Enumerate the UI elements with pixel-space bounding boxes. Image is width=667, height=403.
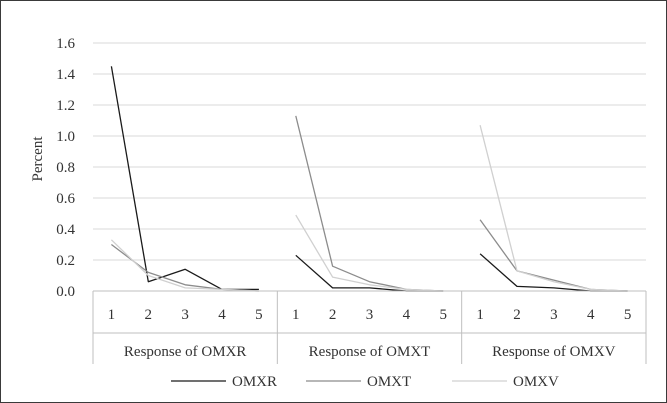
series-line-omxr (479, 253, 628, 292)
x-tick-label: 5 (624, 307, 632, 323)
x-tick-label: 5 (439, 307, 447, 323)
x-tick-label: 5 (255, 307, 263, 323)
x-tick-label: 2 (145, 307, 153, 323)
x-tick-label: 1 (108, 307, 116, 323)
axis-layer: 0.0 0.2 0.4 0.6 0.8 1.0 1.2 1.4 1.6 1 2 3 4 5 Response… (56, 36, 647, 364)
y-tick-label: 1.4 (56, 67, 75, 83)
y-tick-label: 1.0 (56, 129, 75, 145)
x-tick-label: 4 (587, 307, 595, 323)
x-tick-label: 3 (550, 307, 558, 323)
series-layer (110, 66, 628, 292)
y-tick-label: 0.0 (56, 284, 75, 300)
series-line-omxt (111, 243, 259, 292)
y-tick-label: 0.8 (56, 160, 75, 176)
legend-label-omxr: OMXR (232, 374, 277, 390)
grid-layer (93, 42, 646, 261)
x-tick-label: 2 (329, 307, 337, 323)
series-line-omxv (295, 214, 444, 292)
y-tick-label: 0.2 (56, 253, 75, 269)
y-tick-label: 0.6 (56, 191, 75, 207)
series-line-omxt (479, 219, 628, 292)
y-tick-label: 1.2 (56, 98, 75, 114)
y-tick-label: 0.4 (56, 222, 75, 238)
series-line-omxt (295, 115, 444, 292)
x-tick-label: 1 (292, 307, 300, 323)
x-tick-label: 4 (218, 307, 226, 323)
legend-label-omxv: OMXV (513, 374, 559, 390)
x-tick-label: 1 (476, 307, 484, 323)
x-tick-label: 3 (366, 307, 374, 323)
series-line-omxr (110, 66, 259, 291)
y-tick-label: 1.6 (56, 36, 75, 52)
series-line-omxv (110, 239, 259, 292)
legend: OMXR OMXT OMXV (171, 374, 559, 390)
panel-label: Response of OMXR (124, 344, 247, 360)
y-axis-label: Percent (30, 136, 46, 182)
x-tick-label: 2 (513, 307, 521, 323)
legend-label-omxt: OMXT (367, 374, 411, 390)
x-tick-label: 4 (403, 307, 411, 323)
series-line-omxv (479, 125, 628, 292)
series-line-omxr (295, 254, 444, 292)
x-tick-label: 3 (181, 307, 189, 323)
panel-label: Response of OMXT (309, 344, 431, 360)
panel-label: Response of OMXV (492, 344, 615, 360)
